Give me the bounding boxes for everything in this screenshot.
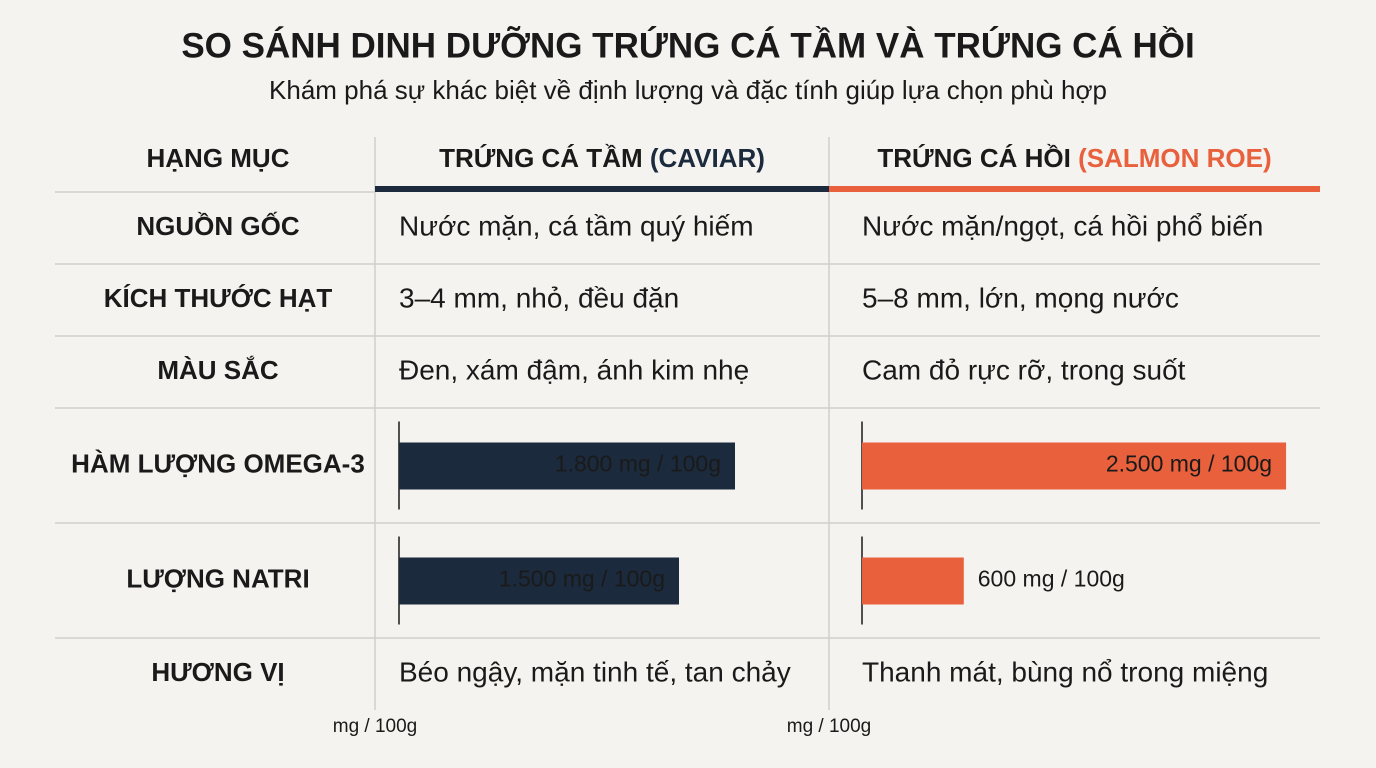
- bar: [862, 557, 964, 605]
- cell-text: Béo ngậy, mặn tinh tế, tan chảy: [399, 656, 791, 687]
- column-header-name: HẠNG MỤC: [147, 143, 290, 173]
- bar-value-label: 1.800 mg / 100g: [555, 451, 721, 477]
- header-underline: [829, 186, 1320, 192]
- bar-value-label: 2.500 mg / 100g: [1106, 451, 1272, 477]
- bar-value-label: 1.500 mg / 100g: [499, 566, 665, 592]
- cell-text: Nước mặn/ngọt, cá hồi phổ biến: [862, 210, 1263, 241]
- bar: [399, 557, 679, 605]
- cell-text: Nước mặn, cá tầm quý hiếm: [399, 210, 754, 241]
- cell-text: 5–8 mm, lớn, mọng nước: [862, 282, 1179, 313]
- header-underline: [375, 186, 829, 192]
- bar: [399, 442, 735, 490]
- column-header-note: (SALMON ROE): [1078, 143, 1272, 173]
- title: SO SÁNH DINH DƯỠNG TRỨNG CÁ TẦM VÀ TRỨNG…: [181, 25, 1194, 65]
- row-label: HƯƠNG VỊ: [151, 657, 284, 687]
- bar: [862, 442, 1287, 490]
- column-header-note: (CAVIAR): [650, 143, 765, 173]
- row-label: KÍCH THƯỚC HẠT: [104, 283, 333, 313]
- cell-text: Cam đỏ rực rỡ, trong suốt: [862, 354, 1186, 385]
- column-header-name: TRỨNG CÁ TẦM: [439, 143, 643, 173]
- cell-text: Thanh mát, bùng nổ trong miệng: [862, 656, 1268, 687]
- row-label: HÀM LƯỢNG OMEGA-3: [71, 448, 365, 478]
- row-label: NGUỒN GỐC: [136, 211, 299, 241]
- column-header: TRỨNG CÁ HỒI (SALMON ROE): [877, 143, 1271, 173]
- cell-text: 3–4 mm, nhỏ, đều đặn: [399, 282, 679, 313]
- column-header: HẠNG MỤC: [147, 143, 290, 173]
- axis-label: mg / 100g: [333, 716, 418, 737]
- subtitle: Khám phá sự khác biệt về định lượng và đ…: [269, 75, 1107, 105]
- row-label: MÀU SẮC: [157, 355, 279, 385]
- row-label: LƯỢNG NATRI: [126, 563, 309, 593]
- column-header: TRỨNG CÁ TẦM (CAVIAR): [439, 143, 765, 173]
- axis-label: mg / 100g: [787, 716, 872, 737]
- cell-text: Đen, xám đậm, ánh kim nhẹ: [399, 354, 749, 385]
- column-header-name: TRỨNG CÁ HỒI: [877, 143, 1070, 173]
- bar-value-label: 600 mg / 100g: [978, 566, 1125, 592]
